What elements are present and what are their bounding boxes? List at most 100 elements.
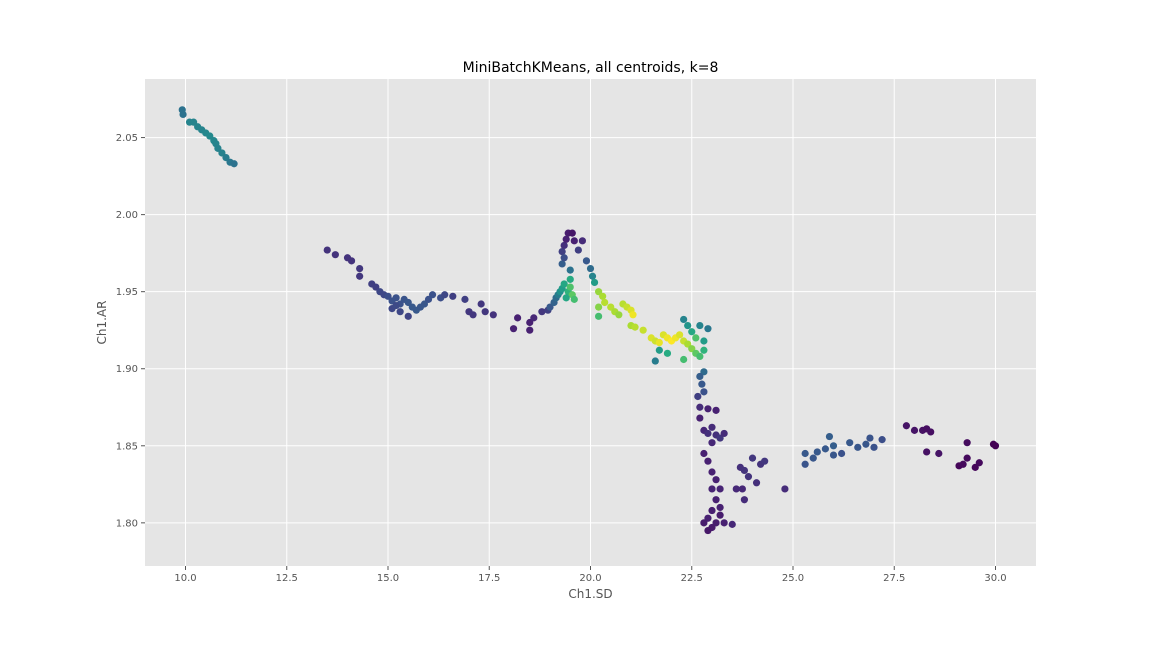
data-point <box>866 434 874 442</box>
data-point <box>923 448 931 456</box>
x-axis-ticks: 10.0 12.5 15.0 17.5 20.0 22.5 25.0 27.5 30.0 <box>174 566 1007 584</box>
data-point <box>700 337 708 345</box>
data-point <box>489 311 497 319</box>
data-point <box>530 314 538 322</box>
data-point <box>560 241 568 250</box>
data-point <box>829 451 838 459</box>
y-tick-label: 2.05 <box>116 133 138 144</box>
data-point <box>781 485 789 493</box>
x-tick-label: 15.0 <box>377 573 399 584</box>
data-point <box>704 429 712 438</box>
data-point <box>838 449 846 458</box>
y-tick-label: 1.90 <box>116 364 138 375</box>
data-point <box>424 295 433 303</box>
data-point <box>566 266 574 274</box>
data-point <box>700 346 708 354</box>
data-point <box>214 144 222 152</box>
data-point <box>560 280 568 288</box>
data-point <box>392 294 400 302</box>
data-point <box>331 251 339 259</box>
data-point <box>651 357 659 365</box>
data-point <box>560 254 568 262</box>
data-point <box>538 308 546 316</box>
data-point <box>428 291 437 299</box>
data-point <box>441 291 449 299</box>
data-point <box>586 264 595 273</box>
data-point <box>744 473 753 481</box>
data-point <box>902 422 911 430</box>
y-tick-label: 1.85 <box>116 441 138 452</box>
data-point <box>732 485 740 493</box>
data-point <box>712 496 720 504</box>
data-point <box>959 460 967 468</box>
data-point <box>509 325 518 333</box>
data-point <box>562 235 570 243</box>
data-point <box>825 432 834 441</box>
data-point <box>716 511 724 519</box>
data-point <box>910 426 919 434</box>
data-point <box>558 248 566 256</box>
data-point <box>704 526 712 535</box>
data-point <box>728 520 736 528</box>
data-point <box>404 298 412 307</box>
data-point <box>704 457 712 465</box>
data-point <box>582 257 591 265</box>
y-axis-ticks: 1.80 1.85 1.90 1.95 2.00 2.05 <box>116 133 145 529</box>
data-point <box>356 272 364 280</box>
data-point <box>935 449 943 458</box>
data-point <box>708 468 716 476</box>
data-point <box>218 149 226 157</box>
x-tick-label: 20.0 <box>579 573 601 584</box>
data-point <box>639 326 647 334</box>
data-point <box>716 485 724 493</box>
data-point <box>595 288 603 296</box>
data-point <box>696 321 704 330</box>
data-point <box>752 479 761 487</box>
y-tick-label: 1.95 <box>116 287 138 298</box>
data-point <box>704 405 712 413</box>
data-point <box>347 257 356 265</box>
data-point <box>562 294 570 302</box>
data-point <box>179 110 187 119</box>
data-point <box>655 338 663 347</box>
data-point <box>708 423 716 431</box>
data-point <box>526 318 534 327</box>
data-point <box>716 434 724 442</box>
data-point <box>801 460 809 468</box>
x-axis-label: Ch1.SD <box>568 587 612 601</box>
data-point <box>684 340 692 348</box>
data-point <box>615 311 623 319</box>
data-point <box>574 246 582 254</box>
x-tick-label: 22.5 <box>681 573 703 584</box>
data-point <box>700 388 708 396</box>
x-tick-label: 10.0 <box>174 573 196 584</box>
data-point <box>190 118 198 126</box>
data-point <box>712 519 720 527</box>
data-point <box>704 325 712 333</box>
data-point <box>809 454 817 462</box>
data-point <box>607 303 615 311</box>
data-point <box>680 315 688 324</box>
data-point <box>206 132 214 140</box>
x-tick-label: 25.0 <box>782 573 804 584</box>
data-point <box>975 459 983 467</box>
data-point <box>761 457 769 465</box>
data-point <box>862 440 870 448</box>
data-point <box>963 439 971 447</box>
data-point <box>546 303 554 311</box>
data-point <box>420 300 429 308</box>
data-point <box>684 321 692 330</box>
y-tick-label: 2.00 <box>116 210 138 221</box>
data-point <box>570 295 578 303</box>
data-point <box>801 449 809 458</box>
data-point <box>578 237 587 245</box>
data-point <box>720 429 728 438</box>
data-point <box>392 301 400 310</box>
data-point <box>708 485 716 493</box>
data-point <box>477 300 485 308</box>
data-point <box>323 246 331 254</box>
data-point <box>696 403 704 411</box>
data-point <box>601 298 609 307</box>
data-point <box>846 439 854 447</box>
data-point <box>404 312 412 320</box>
